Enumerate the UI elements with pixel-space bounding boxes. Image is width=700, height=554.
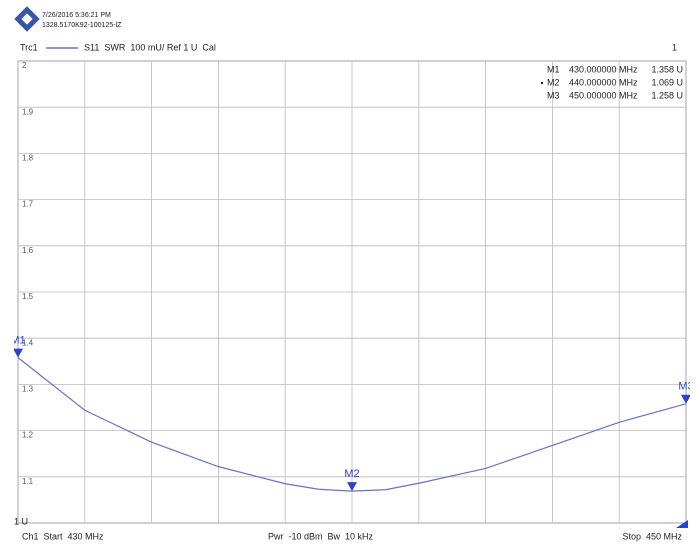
marker-label: M3 [678,381,693,393]
grid: 1 U 1.1 1.2 1.3 1.4 1.5 1.6 1.7 1.8 1.9 2 [14,60,687,526]
marker-label: M2 [344,468,359,480]
marker-name: M2 [547,77,560,87]
channel-number: 1 [672,42,677,52]
trace-desc: S11 SWR 100 mU/ Ref 1 U Cal [84,42,216,52]
marker-name: M1 [547,64,560,74]
marker-label: M1 [10,335,25,347]
y-tick-label: 1.4 [22,338,34,347]
marker-value: 1.358 U [651,64,683,74]
plot: M1 M2 M3 [10,335,693,492]
y-tick-label: 1 U [14,516,28,526]
marker-freq: 450.000000 MHz [569,90,638,100]
marker-name: M3 [547,90,560,100]
active-marker-dot [540,81,544,85]
datetime: 7/26/2016 5:36:21 PM [42,12,111,19]
footer-stop: Stop 450 MHz [622,531,682,541]
y-tick-label: 2 [22,61,27,70]
logo [14,6,40,32]
marker-value: 1.258 U [651,90,683,100]
y-tick-label: 1.1 [22,477,34,486]
marker-table: M1 430.000000 MHz 1.358 U M2 440.000000 MHz 1… [547,64,683,100]
ref-indicator [676,520,688,528]
marker-triangle [681,394,690,404]
marker-freq: 440.000000 MHz [569,77,638,87]
marker-freq: 430.000000 MHz [569,64,638,74]
y-tick-label: 1.2 [22,431,34,440]
device-id: 1328.5170K92-100125-lZ [42,22,122,29]
marker-value: 1.069 U [651,77,683,87]
footer-power: Pwr -10 dBm Bw 10 kHz [268,531,374,541]
y-tick-label: 1.6 [22,246,34,255]
marker-triangle [14,348,23,358]
y-tick-label: 1.5 [22,292,34,301]
y-tick-label: 1.7 [22,200,34,209]
footer-start: Ch1 Start 430 MHz [22,531,104,541]
y-tick-label: 1.8 [22,154,34,163]
y-tick-label: 1.3 [22,385,34,394]
marker-triangle [347,482,357,492]
trace-name: Trc1 [20,42,38,52]
y-tick-label: 1.9 [22,107,34,116]
